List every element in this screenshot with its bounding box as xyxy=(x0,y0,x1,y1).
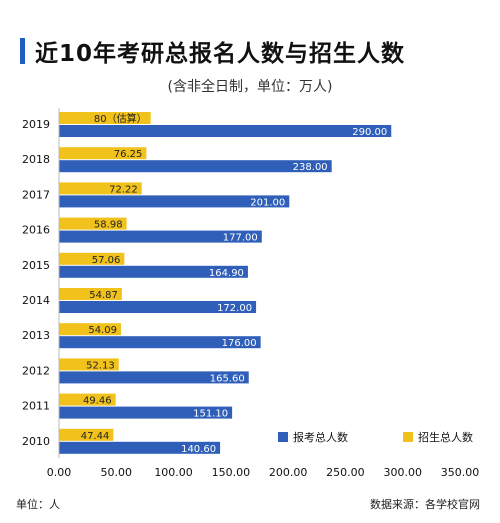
registrants-value-label: 165.60 xyxy=(210,373,245,384)
admissions-value-label: 76.25 xyxy=(114,149,143,160)
x-tick-label: 200.00 xyxy=(269,466,308,479)
admissions-bar xyxy=(59,323,121,336)
registrants-value-label: 151.10 xyxy=(193,409,228,420)
legend-swatch-registrants xyxy=(278,432,288,442)
admissions-value-label: 52.13 xyxy=(86,360,115,371)
legend-swatch-admissions xyxy=(403,432,413,442)
admissions-value-label: 49.46 xyxy=(83,396,112,407)
x-tick-label: 50.00 xyxy=(101,466,133,479)
title-block: 近10年考研总报名人数与招生人数 xyxy=(20,34,405,68)
admissions-bar xyxy=(59,112,151,124)
admissions-bar xyxy=(59,428,114,441)
admissions-bar xyxy=(59,217,127,230)
admissions-bar xyxy=(59,252,125,265)
registrants-bar xyxy=(59,125,392,137)
x-tick-label: 300.00 xyxy=(383,466,422,479)
x-tick-label: 150.00 xyxy=(212,466,251,479)
legend-label-registrants: 报考总人数 xyxy=(293,430,348,444)
admissions-value-label: 58.98 xyxy=(94,220,123,231)
admissions-value-label: 54.09 xyxy=(88,325,117,336)
admissions-bar xyxy=(59,288,122,300)
year-label: 2014 xyxy=(22,294,50,307)
year-label: 2010 xyxy=(22,435,50,448)
admissions-value-label: 47.44 xyxy=(81,431,110,442)
admissions-bar xyxy=(59,182,142,195)
registrants-value-label: 201.00 xyxy=(250,197,285,208)
admissions-value-label: 80（估算） xyxy=(94,112,147,125)
source-note: 数据来源：各学校官网 xyxy=(370,498,480,511)
registrants-bar xyxy=(59,441,221,454)
year-label: 2011 xyxy=(22,400,50,413)
registrants-bar xyxy=(59,160,332,173)
registrants-value-label: 290.00 xyxy=(352,127,387,138)
unit-note: 单位：人 xyxy=(16,498,60,511)
year-label: 2013 xyxy=(22,329,50,342)
registrants-bar xyxy=(59,301,257,313)
year-label: 2015 xyxy=(22,259,50,272)
chart-subtitle: (含非全日制，单位：万人) xyxy=(167,79,333,95)
registrants-bar xyxy=(59,336,261,349)
admissions-value-label: 54.87 xyxy=(89,290,118,301)
registrants-bar xyxy=(59,230,262,243)
admissions-value-label: 72.22 xyxy=(109,184,138,195)
admissions-bar xyxy=(59,358,119,371)
x-tick-label: 0.00 xyxy=(47,466,72,479)
registrants-bar xyxy=(59,406,233,419)
registrants-value-label: 238.00 xyxy=(293,162,328,173)
year-label: 2012 xyxy=(22,364,50,377)
title-accent-bar xyxy=(20,38,25,64)
registrants-bar xyxy=(59,195,290,208)
x-tick-label: 250.00 xyxy=(326,466,365,479)
year-label: 2016 xyxy=(22,224,50,237)
admissions-value-label: 57.06 xyxy=(92,255,121,266)
registrants-value-label: 172.00 xyxy=(217,303,252,314)
legend-label-admissions: 招生总人数 xyxy=(418,430,473,444)
x-tick-label: 350.00 xyxy=(441,466,480,479)
x-tick-label: 100.00 xyxy=(154,466,193,479)
registrants-bar xyxy=(59,371,249,384)
registrants-value-label: 176.00 xyxy=(222,338,257,349)
admissions-bar xyxy=(59,393,116,406)
registrants-value-label: 177.00 xyxy=(223,233,258,244)
registrants-value-label: 140.60 xyxy=(181,444,216,455)
chart-title: 近10年考研总报名人数与招生人数 xyxy=(35,41,406,67)
admissions-bar xyxy=(59,147,147,160)
year-label: 2018 xyxy=(22,153,50,166)
registrants-value-label: 164.90 xyxy=(209,268,244,279)
year-label: 2017 xyxy=(22,188,50,201)
year-label: 2019 xyxy=(22,118,50,131)
registrants-bar xyxy=(59,265,248,278)
